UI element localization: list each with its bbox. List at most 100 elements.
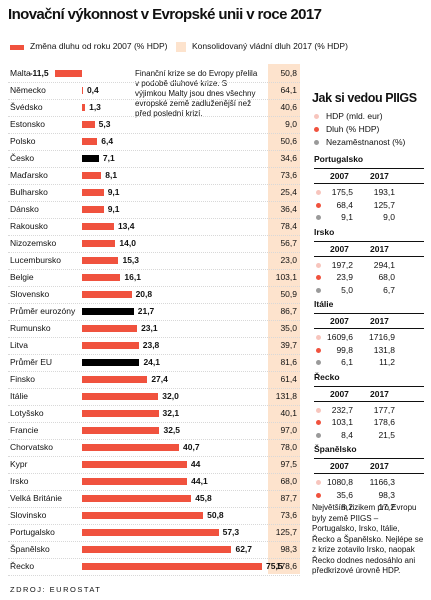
table-header: 2017 <box>370 388 389 399</box>
bar <box>82 223 114 230</box>
category-label: Francie <box>10 425 39 435</box>
category-label: Maďarsko <box>10 170 48 180</box>
category-label: Polsko <box>10 136 36 146</box>
category-label: Portugalsko <box>10 527 55 537</box>
debt-value: 97,5 <box>280 459 297 469</box>
value-label: 5,3 <box>98 119 111 129</box>
table-cell: 99,8 <box>336 344 353 355</box>
value-label: 27,4 <box>151 374 168 384</box>
value-label: 40,7 <box>183 442 200 452</box>
value-label: 44 <box>190 459 201 469</box>
category-label: Rumunsko <box>10 323 51 333</box>
table-cell: 175,5 <box>331 187 353 197</box>
title: Inovační výkonnost v Evropské unii v roc… <box>8 6 322 23</box>
value-label: 32,1 <box>162 408 180 418</box>
value-label: 50,8 <box>207 510 224 520</box>
row-dot <box>316 360 321 365</box>
row-line <box>8 201 300 202</box>
table-rule <box>314 183 424 184</box>
bar <box>82 274 121 281</box>
category-label: Finsko <box>10 374 36 384</box>
table-cell: 35,6 <box>336 489 353 500</box>
bar <box>82 257 119 264</box>
table-cell: 294,1 <box>373 259 395 270</box>
panel-title: Jak si vedou PIIGS <box>312 91 417 105</box>
row-dot <box>316 407 321 413</box>
value-label: 75,5 <box>266 561 283 571</box>
bar <box>82 495 192 502</box>
debt-value: 50,9 <box>280 289 297 299</box>
row-dot <box>316 347 321 353</box>
row-line <box>8 286 300 287</box>
value-label: 14,0 <box>119 238 136 248</box>
note: Největším rizikem pro Evropu byly země P… <box>312 503 424 575</box>
legend-dot <box>314 127 319 132</box>
row-line <box>8 473 300 474</box>
category-label: Slovensko <box>10 289 50 299</box>
row-dot <box>316 505 321 510</box>
row-dot <box>316 275 321 280</box>
row-line <box>8 269 300 270</box>
table-rule <box>314 255 424 257</box>
table-header: 2007 <box>330 461 349 471</box>
category-label: Belgie <box>10 272 34 282</box>
table-cell: 21,5 <box>378 429 395 440</box>
category-label: Kypr <box>10 459 28 469</box>
row-line <box>8 337 300 338</box>
category-label: Itálie <box>10 391 28 401</box>
value-label: 7,1 <box>102 153 115 163</box>
table-cell: 23,9 <box>336 272 353 282</box>
row-line <box>8 218 300 219</box>
annotation: Finanční krize se do Evropy přelila v po… <box>135 69 260 119</box>
value-label: 13,4 <box>117 221 135 231</box>
table-cell: 68,4 <box>336 199 353 210</box>
table-cell: 125,7 <box>373 199 395 210</box>
value-label: 32,5 <box>163 425 181 435</box>
debt-value: 39,7 <box>280 340 297 350</box>
table-header: 2007 <box>330 316 349 326</box>
table-rule <box>314 458 424 459</box>
bar <box>82 546 232 553</box>
category-label: Malta <box>10 68 31 78</box>
table-cell: 131,8 <box>373 344 395 355</box>
table-cell: 9,1 <box>341 212 353 222</box>
row-dot <box>316 215 321 220</box>
table-header: 2007 <box>330 388 349 399</box>
category-label: Estonsko <box>10 119 45 129</box>
value-label: 8,1 <box>105 170 118 180</box>
bar <box>82 172 102 179</box>
category-label: Litva <box>10 340 28 350</box>
bar <box>82 138 98 145</box>
row-line <box>8 371 300 372</box>
category-label: Německo <box>10 85 46 95</box>
category-label: Chorvatsko <box>10 442 53 452</box>
bar <box>82 444 180 451</box>
value-label: -11,5 <box>29 68 49 78</box>
debt-value: 25,4 <box>280 187 297 197</box>
legend-dot <box>314 114 319 119</box>
bar <box>82 393 159 400</box>
row-line <box>8 354 300 355</box>
table-cell: 193,1 <box>373 187 395 197</box>
row-line <box>8 82 300 83</box>
debt-value: 50,6 <box>280 136 297 146</box>
row-dot <box>316 335 321 340</box>
table-rule <box>314 400 424 402</box>
debt-value: 34,6 <box>280 153 297 163</box>
table-rule <box>314 240 424 242</box>
row-dot <box>316 262 321 268</box>
table-rule <box>314 385 424 387</box>
bar <box>82 291 132 298</box>
table-cell: 1716,9 <box>369 332 395 342</box>
row-dot <box>316 432 321 438</box>
category-label: Nizozemsko <box>10 238 57 248</box>
category-label: Česko <box>10 153 35 163</box>
category-label: Průměr EU <box>10 357 53 367</box>
table-header: 2007 <box>330 243 349 254</box>
legend-label: Nezaměstnanost (%) <box>326 137 406 147</box>
debt-value: 40,1 <box>280 408 297 418</box>
table-cell: 98,3 <box>378 489 395 500</box>
value-label: 23,1 <box>141 323 158 333</box>
category-label: Španělsko <box>10 544 50 554</box>
value-label: 15,3 <box>122 255 140 265</box>
